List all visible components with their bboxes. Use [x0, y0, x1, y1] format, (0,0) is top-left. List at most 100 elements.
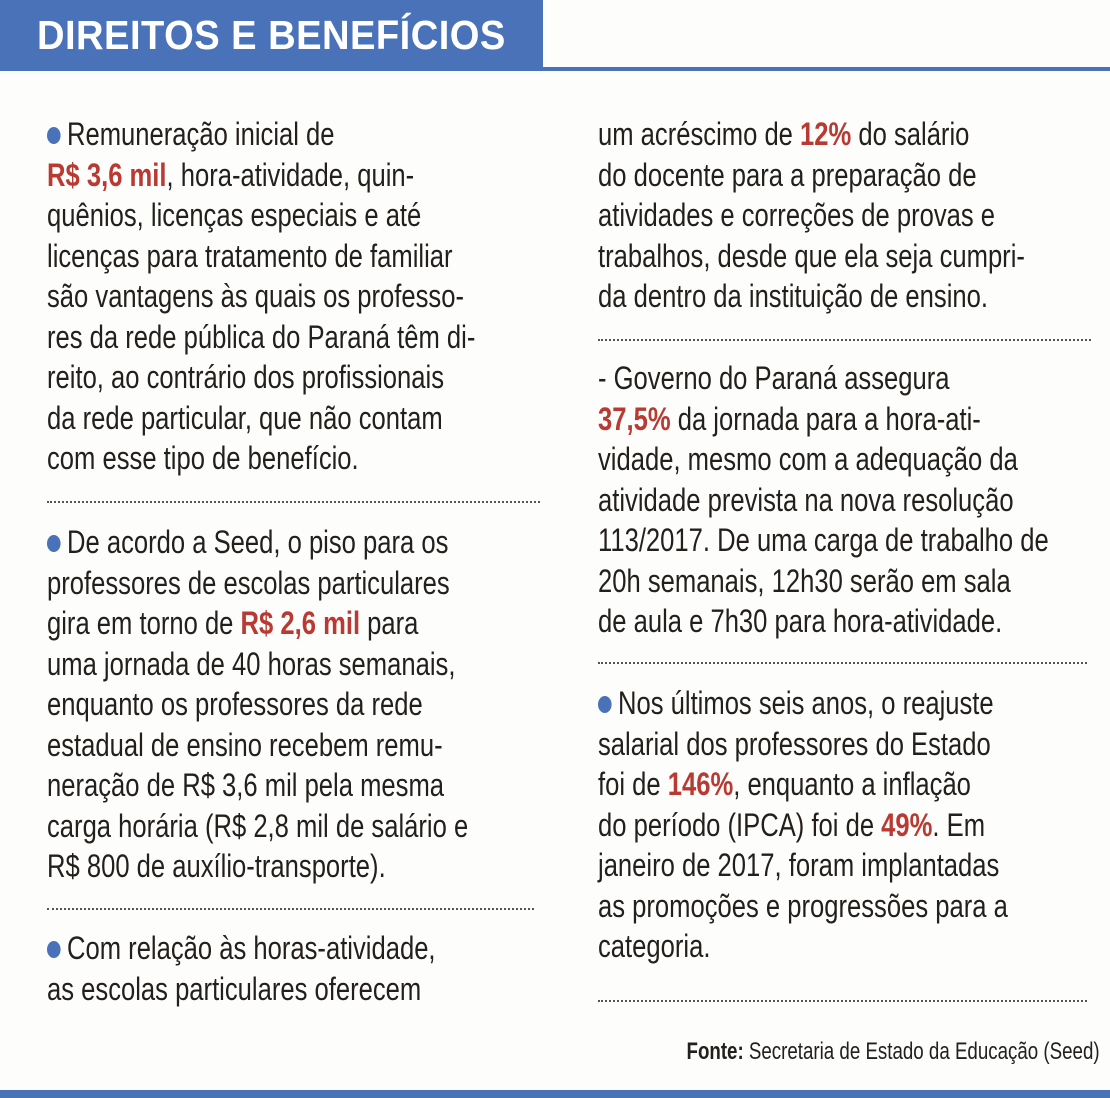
text-segment: as escolas particulares oferecem — [47, 970, 422, 1007]
text-segment: para — [360, 605, 419, 641]
text-segment: quênios, licenças especiais e até — [47, 197, 422, 233]
text-line: 37,5% da jornada para a hora-ati- — [598, 399, 1094, 440]
text-segment: Nos últimos seis anos, o reajuste — [618, 685, 994, 721]
text-line: R$ 800 de auxílio-transporte). — [47, 846, 543, 887]
divider — [47, 501, 540, 503]
text-line: De acordo a Seed, o piso para os — [47, 522, 543, 563]
paragraph-horas-atividade: Com relação às horas-atividade, as escola… — [47, 928, 667, 1009]
text-segment: estadual de ensino recebem remu- — [47, 726, 443, 763]
text-line: com esse tipo de benefício. — [47, 438, 543, 479]
text-segment: professores de escolas particulares — [47, 564, 450, 601]
text-segment: atividade prevista na nova resolução — [598, 481, 1014, 518]
paragraph-reajuste: Nos últimos seis anos, o reajuste salaria… — [598, 683, 1110, 967]
text-line: reito, ao contrário dos profissionais — [47, 357, 543, 398]
text-line: 20h semanais, 12h30 serão em sala — [598, 561, 1094, 602]
text-segment: as promoções e progressões para a — [598, 887, 1008, 924]
text-line: categoria. — [598, 926, 1094, 967]
text-line: as escolas particulares oferecem — [47, 969, 543, 1010]
text-segment: , hora-atividade, quin- — [166, 156, 415, 193]
text-segment: foi de — [598, 766, 668, 802]
paragraph-piso: De acordo a Seed, o piso para os professo… — [47, 522, 667, 887]
text-segment: neração de R$ 3,6 mil pela mesma — [47, 767, 444, 803]
text-line: um acréscimo de 12% do salário — [598, 114, 1094, 155]
text-segment: salarial dos professores do Estado — [598, 725, 991, 762]
text-line: as promoções e progressões para a — [598, 886, 1094, 927]
text-line: Remuneração inicial de — [47, 114, 543, 155]
text-segment: categoria. — [598, 928, 711, 964]
text-line: 113/2017. De uma carga de trabalho de — [598, 520, 1094, 561]
text-segment: da jornada para a hora-ati- — [670, 400, 981, 437]
paragraph-governo: - Governo do Paraná assegura 37,5% da jor… — [598, 358, 1110, 642]
text-segment: vidade, mesmo com a adequação da — [598, 441, 1018, 477]
text-segment: trabalhos, desde que ela seja cumpri- — [598, 237, 1025, 274]
text-segment: gira em torno de — [47, 605, 241, 641]
text-segment: uma jornada de 40 horas semanais, — [47, 645, 456, 682]
text-line: Nos últimos seis anos, o reajuste — [598, 683, 1094, 724]
text-line: Com relação às horas-atividade, — [47, 928, 543, 969]
text-segment: reito, ao contrário dos profissionais — [47, 359, 444, 395]
source-label: Fonte: — [686, 1038, 745, 1065]
text-segment: atividades e correções de provas e — [598, 197, 996, 233]
source-text: Secretaria de Estado da Educação (Seed) — [744, 1038, 1100, 1065]
text-line: professores de escolas particulares — [47, 563, 543, 604]
paragraph-remuneracao: Remuneração inicial de R$ 3,6 mil, hora-a… — [47, 114, 667, 479]
text-line: da rede particular, que não contam — [47, 398, 543, 439]
header-banner — [0, 0, 543, 70]
text-line: licenças para tratamento de familiar — [47, 236, 543, 277]
text-segment: - Governo do Paraná assegura — [598, 360, 950, 396]
divider — [598, 662, 1087, 664]
text-line: da dentro da instituição de ensino. — [598, 276, 1094, 317]
text-segment: de aula e 7h30 para hora-atividade. — [598, 603, 1003, 639]
text-segment: do período (IPCA) foi de — [598, 806, 882, 843]
text-segment: De acordo a Seed, o piso para os — [67, 524, 449, 560]
text-segment: são vantagens às quais os professo- — [47, 278, 464, 314]
text-line: do período (IPCA) foi de 49%. Em — [598, 805, 1094, 846]
text-line: estadual de ensino recebem remu- — [47, 725, 543, 766]
text-segment: licenças para tratamento de familiar — [47, 237, 453, 274]
divider — [47, 908, 534, 910]
highlight-value: 37,5% — [598, 400, 671, 437]
text-segment: R$ 800 de auxílio-transporte). — [47, 848, 386, 884]
text-line: salarial dos professores do Estado — [598, 724, 1094, 765]
text-segment: da dentro da instituição de ensino. — [598, 278, 988, 314]
text-segment: com esse tipo de benefício. — [47, 440, 359, 476]
bullet-icon — [47, 941, 61, 958]
text-line: neração de R$ 3,6 mil pela mesma — [47, 765, 543, 806]
highlight-value: 12% — [800, 116, 852, 152]
text-line: uma jornada de 40 horas semanais, — [47, 644, 543, 685]
text-line: carga horária (R$ 2,8 mil de salário e — [47, 806, 543, 847]
text-segment: Remuneração inicial de — [67, 116, 335, 152]
divider — [598, 1000, 1087, 1002]
text-segment: janeiro de 2017, foram implantadas — [598, 847, 1000, 883]
highlight-value: 49% — [881, 806, 933, 843]
text-segment: res da rede pública do Paraná têm di- — [47, 318, 476, 355]
text-segment: do docente para a preparação de — [598, 156, 977, 193]
text-segment: , enquanto a inflação — [733, 766, 971, 802]
text-segment: Com relação às horas-atividade, — [67, 930, 436, 966]
text-line: res da rede pública do Paraná têm di- — [47, 317, 543, 358]
highlight-value: 146% — [667, 766, 734, 802]
text-segment: do salário — [851, 116, 970, 152]
text-line: atividades e correções de provas e — [598, 195, 1094, 236]
text-segment: um acréscimo de — [598, 116, 801, 152]
text-line: - Governo do Paraná assegura — [598, 358, 1094, 399]
bullet-icon — [47, 535, 61, 552]
bullet-icon — [598, 696, 612, 713]
text-segment: 20h semanais, 12h30 serão em sala — [598, 562, 1011, 599]
text-segment: enquanto os professores da rede — [47, 686, 423, 722]
text-segment: 113/2017. De uma carga de trabalho de — [598, 522, 1049, 558]
text-segment: da rede particular, que não contam — [47, 399, 443, 436]
header-rule — [0, 67, 1110, 71]
text-line: atividade prevista na nova resolução — [598, 480, 1094, 521]
text-segment: . Em — [932, 806, 986, 843]
text-line: foi de 146%, enquanto a inflação — [598, 764, 1094, 805]
bullet-icon — [47, 127, 61, 144]
text-line: quênios, licenças especiais e até — [47, 195, 543, 236]
text-line: janeiro de 2017, foram implantadas — [598, 845, 1094, 886]
text-line: trabalhos, desde que ela seja cumpri- — [598, 236, 1094, 277]
text-line: vidade, mesmo com a adequação da — [598, 439, 1094, 480]
highlight-value: R$ 3,6 mil — [47, 156, 167, 193]
text-line: enquanto os professores da rede — [47, 684, 543, 725]
paragraph-acrescimo: um acréscimo de 12% do salário do docente… — [598, 114, 1110, 317]
text-line: gira em torno de R$ 2,6 mil para — [47, 603, 543, 644]
